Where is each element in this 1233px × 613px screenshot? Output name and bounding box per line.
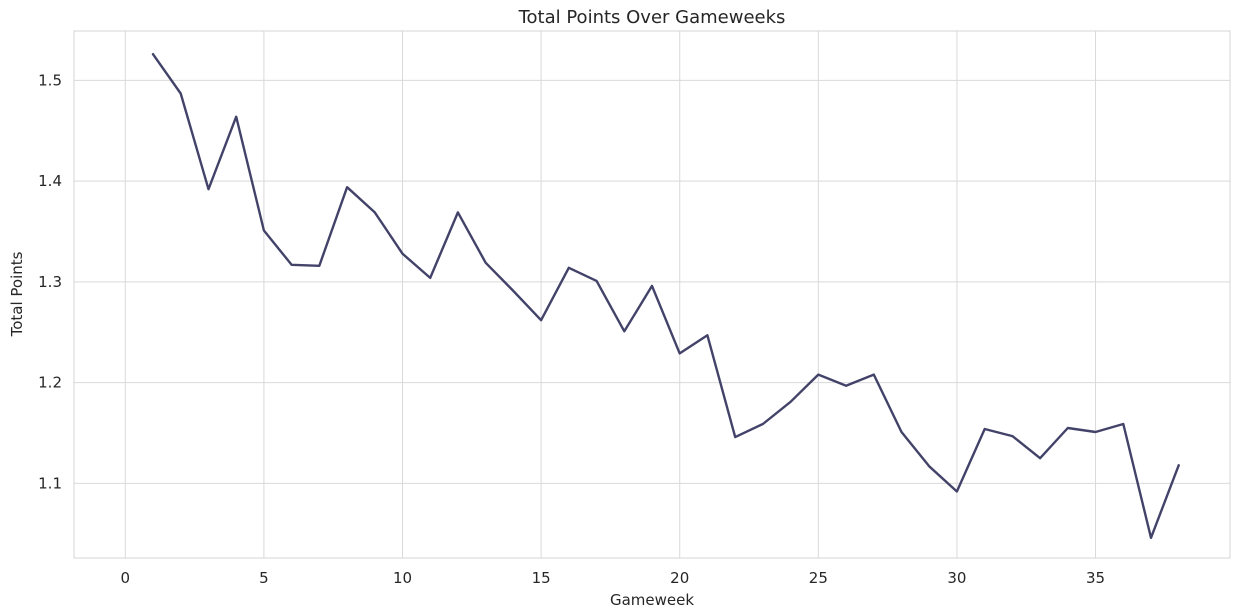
x-tick-label-4: 20 [670,569,689,587]
x-tick-label-5: 25 [809,569,828,587]
x-tick-label-0: 0 [121,569,131,587]
series-layer [151,53,1180,539]
plot-frame [73,30,1231,559]
tick-labels: 0 5 10 15 20 25 30 35 1.1 1.2 1.3 1.4 1.5 [38,71,1105,587]
chart-title: Total Points Over Gameweeks [518,7,786,28]
y-tick-label-0: 1.1 [38,474,62,492]
y-tick-label-3: 1.4 [38,172,62,190]
y-axis-label: Total Points [8,251,26,337]
x-tick-label-2: 10 [393,569,412,587]
y-tick-label-2: 1.3 [38,273,62,291]
grid-lines [74,31,1230,558]
x-tick-label-7: 35 [1086,569,1105,587]
series-line-0 [151,53,1180,539]
x-axis-label: Gameweek [610,591,694,609]
x-tick-label-6: 30 [947,569,966,587]
x-tick-label-3: 15 [532,569,551,587]
x-tick-label-1: 5 [259,569,269,587]
y-tick-label-4: 1.5 [38,71,62,89]
y-tick-label-1: 1.2 [38,374,62,392]
